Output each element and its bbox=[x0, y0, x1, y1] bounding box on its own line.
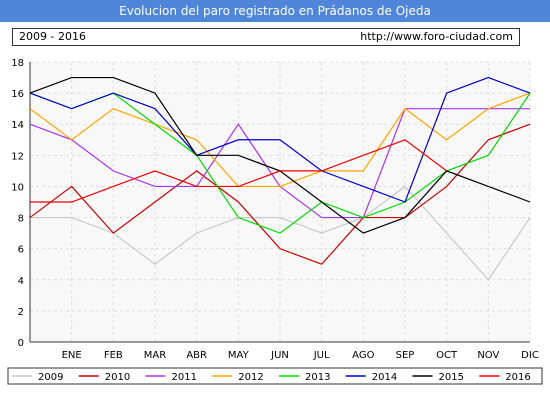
series-line-2016 bbox=[30, 139, 448, 203]
y-tick-label: 4 bbox=[18, 276, 24, 287]
series-lines bbox=[29, 76, 531, 281]
x-tick-label: JUN bbox=[270, 350, 289, 361]
x-tick-label: JUL bbox=[313, 350, 330, 361]
legend-label-2010: 2010 bbox=[105, 372, 130, 383]
x-tick-label: ABR bbox=[186, 350, 207, 361]
y-tick-label: 16 bbox=[11, 89, 24, 100]
y-tick-label: 18 bbox=[11, 58, 24, 69]
series-line-2012 bbox=[29, 92, 531, 188]
y-tick-label: 6 bbox=[18, 245, 24, 256]
legend-label-2009: 2009 bbox=[38, 372, 63, 383]
x-tick-label: DIC bbox=[521, 350, 539, 361]
x-tick-label: MAY bbox=[228, 350, 250, 361]
y-tick-label: 8 bbox=[18, 214, 24, 225]
legend: 2009 2010 2011 2012 2013 2014 2015 2016 bbox=[7, 367, 543, 385]
y-tick-label: 14 bbox=[11, 120, 24, 131]
y-tick-label: 2 bbox=[18, 307, 24, 318]
legend-label-2012: 2012 bbox=[238, 372, 263, 383]
x-tick-label: NOV bbox=[477, 350, 499, 361]
x-tick-label: SEP bbox=[396, 350, 415, 361]
legend-label-2011: 2011 bbox=[172, 372, 197, 383]
info-bar: 2009 - 2016 http://www.foro-ciudad.com bbox=[12, 28, 520, 46]
y-tick-label: 0 bbox=[18, 338, 24, 349]
series-line-2010 bbox=[29, 123, 531, 265]
legend-box bbox=[7, 367, 543, 385]
legend-label-2016: 2016 bbox=[505, 372, 530, 383]
axes: 0 2 4 6 8 10 12 14 16 18 ENE FEB MAR ABR MAY JUN JUL AGO S… bbox=[11, 58, 539, 361]
x-tick-label: ENE bbox=[62, 350, 82, 361]
source-url: http://www.foro-ciudad.com bbox=[360, 30, 513, 43]
x-tick-label: MAR bbox=[144, 350, 166, 361]
range-label: 2009 - 2016 bbox=[19, 30, 86, 43]
x-tick-label: FEB bbox=[104, 350, 123, 361]
legend-label-2014: 2014 bbox=[372, 372, 397, 383]
y-tick-label: 12 bbox=[11, 151, 24, 162]
y-tick-label: 10 bbox=[11, 182, 24, 193]
chart-title: Evolucion del paro registrado en Prádano… bbox=[0, 0, 550, 22]
x-tick-label: AGO bbox=[352, 350, 374, 361]
x-tick-label: OCT bbox=[436, 350, 458, 361]
legend-label-2015: 2015 bbox=[439, 372, 464, 383]
series-line-2014 bbox=[29, 76, 531, 203]
grid bbox=[29, 61, 531, 343]
legend-label-2013: 2013 bbox=[305, 372, 330, 383]
